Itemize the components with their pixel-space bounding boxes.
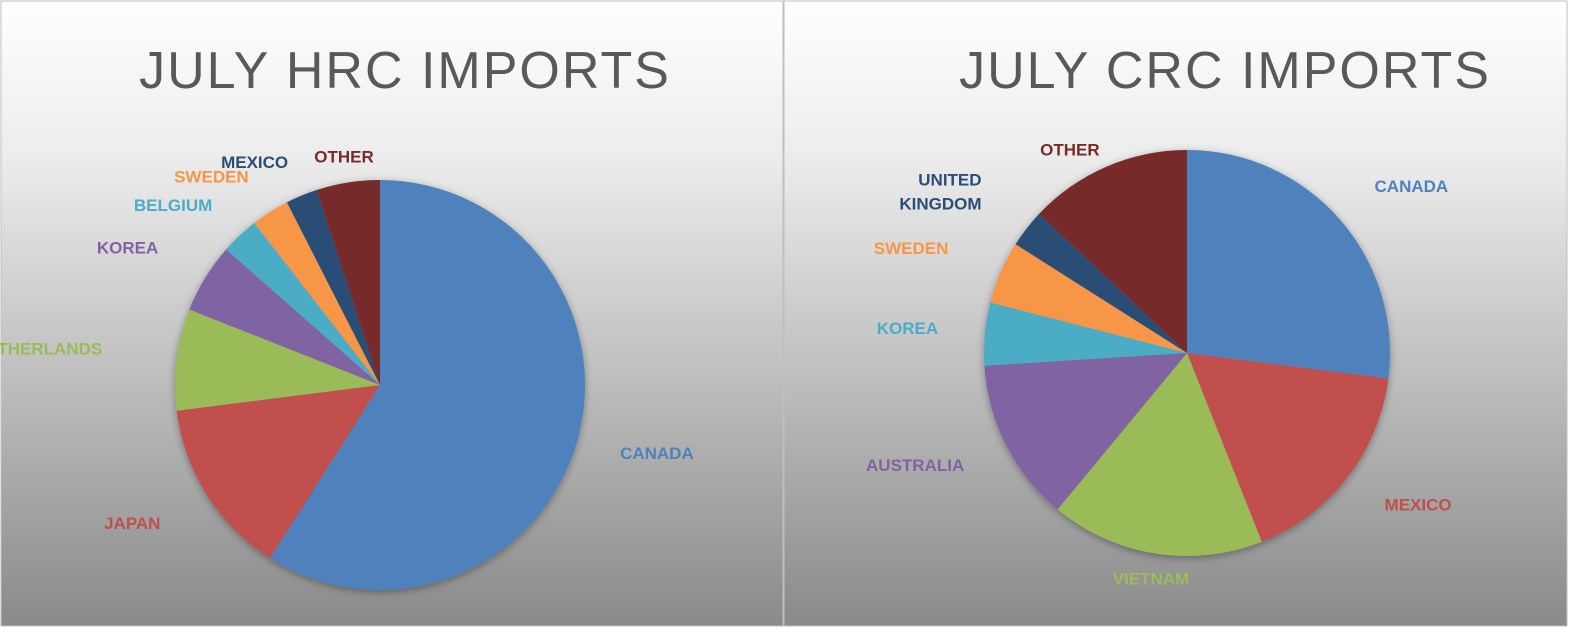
slice-label: JAPAN	[104, 514, 160, 533]
slice-label: CANADA	[1375, 177, 1449, 196]
slice	[316, 180, 380, 385]
slice	[1015, 214, 1187, 353]
slice-label: NETHERLANDS	[0, 339, 102, 358]
slice	[226, 223, 380, 385]
label-line: KINGDOM	[899, 195, 981, 214]
pie	[984, 150, 1390, 557]
slice	[1057, 353, 1262, 557]
slice-label: VIETNAM	[1113, 570, 1190, 589]
slice	[286, 190, 380, 385]
slice-label: OTHER	[314, 147, 374, 166]
chart-title: JULY HRC IMPORTS	[139, 42, 671, 100]
slice	[189, 249, 380, 385]
slice-label: UNITED KINGDOM	[899, 171, 981, 214]
slice-label: SWEDEN	[874, 239, 949, 258]
slice-label: MEXICO	[1385, 496, 1452, 515]
slice	[176, 385, 380, 559]
slice-label: BELGIUM	[134, 196, 212, 215]
slice-label: SWEDEN	[174, 168, 249, 187]
slice-label: OTHER	[1040, 141, 1100, 160]
slice-label: KOREA	[877, 319, 938, 338]
slice	[1039, 150, 1187, 353]
slice	[1187, 353, 1389, 542]
chart-title: JULY CRC IMPORTS	[959, 42, 1491, 100]
slice	[254, 202, 380, 385]
slice-label: CANADA	[620, 444, 694, 463]
slice	[1187, 150, 1390, 379]
slice-label: AUSTRALIA	[866, 456, 964, 475]
slice-label: MEXICO	[221, 153, 288, 172]
label-line: UNITED	[918, 171, 981, 190]
slice	[990, 244, 1187, 353]
slice-label: KOREA	[97, 239, 158, 258]
slice	[175, 309, 380, 411]
pie	[175, 180, 585, 590]
slice	[270, 180, 585, 590]
slice	[984, 302, 1187, 366]
slice	[984, 353, 1187, 510]
